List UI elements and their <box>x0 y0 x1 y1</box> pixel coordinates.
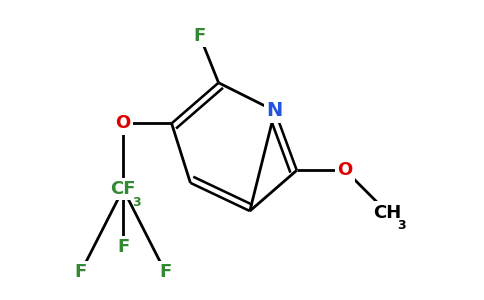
Text: F: F <box>159 263 171 281</box>
Text: CF: CF <box>110 180 136 198</box>
Text: 3: 3 <box>133 196 141 209</box>
Text: 3: 3 <box>397 220 406 232</box>
Text: N: N <box>267 101 283 120</box>
Text: O: O <box>116 114 131 132</box>
Text: F: F <box>194 27 206 45</box>
Text: F: F <box>75 263 87 281</box>
Text: CH: CH <box>373 204 402 222</box>
Text: C: C <box>117 180 130 198</box>
Text: F: F <box>117 238 129 256</box>
Text: O: O <box>338 161 353 179</box>
